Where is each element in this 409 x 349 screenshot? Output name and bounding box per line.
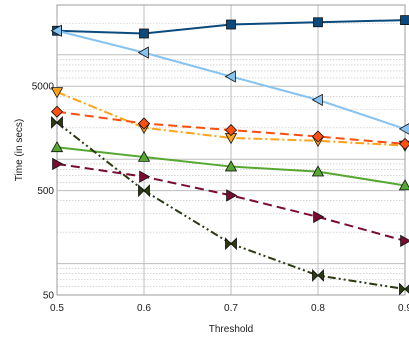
data-point	[225, 237, 237, 251]
data-point	[137, 117, 151, 130]
series-6	[51, 115, 409, 296]
data-point	[226, 189, 238, 202]
data-point	[224, 124, 238, 137]
y-axis-ticks: 50 500 5000	[32, 82, 55, 302]
data-point	[50, 140, 64, 153]
series-4	[50, 105, 409, 151]
data-point	[226, 19, 236, 30]
series-2	[50, 24, 409, 135]
data-point	[139, 28, 149, 39]
data-point	[400, 234, 409, 248]
data-point	[50, 87, 64, 99]
y-tick-label: 5000	[32, 82, 55, 93]
x-tick-label: 0.8	[311, 303, 325, 314]
data-point	[398, 123, 409, 135]
data-point	[224, 160, 238, 172]
data-point	[50, 105, 64, 118]
data-point	[400, 15, 409, 26]
grid	[56, 4, 406, 296]
data-point	[398, 137, 409, 151]
data-point	[224, 70, 236, 83]
y-axis-title: Time (in secs)	[14, 119, 25, 181]
data-point	[50, 24, 62, 37]
data-point	[311, 93, 323, 107]
data-point	[311, 165, 325, 177]
data-point	[399, 282, 409, 296]
series-5	[50, 140, 409, 191]
data-point	[52, 157, 64, 171]
series-line	[56, 91, 406, 147]
data-point	[139, 170, 151, 183]
data-point	[137, 46, 149, 59]
data-point	[138, 184, 150, 198]
series-layer	[50, 15, 409, 296]
data-point	[311, 130, 325, 143]
data-point	[398, 179, 409, 191]
y-tick-label: 500	[37, 186, 54, 197]
series-3	[50, 87, 409, 152]
y-tick-label: 50	[43, 291, 55, 302]
data-point	[51, 115, 63, 129]
x-axis-ticks: 0.5 0.6 0.7 0.8 0.9	[50, 303, 409, 314]
data-point	[313, 17, 323, 28]
series-7	[52, 157, 409, 248]
x-tick-label: 0.5	[50, 303, 64, 314]
data-point	[312, 268, 324, 282]
x-tick-label: 0.9	[398, 303, 409, 314]
data-point	[313, 210, 325, 224]
x-tick-label: 0.7	[224, 303, 238, 314]
data-point	[137, 150, 151, 162]
x-tick-label: 0.6	[137, 303, 151, 314]
x-axis-title: Threshold	[209, 324, 253, 335]
